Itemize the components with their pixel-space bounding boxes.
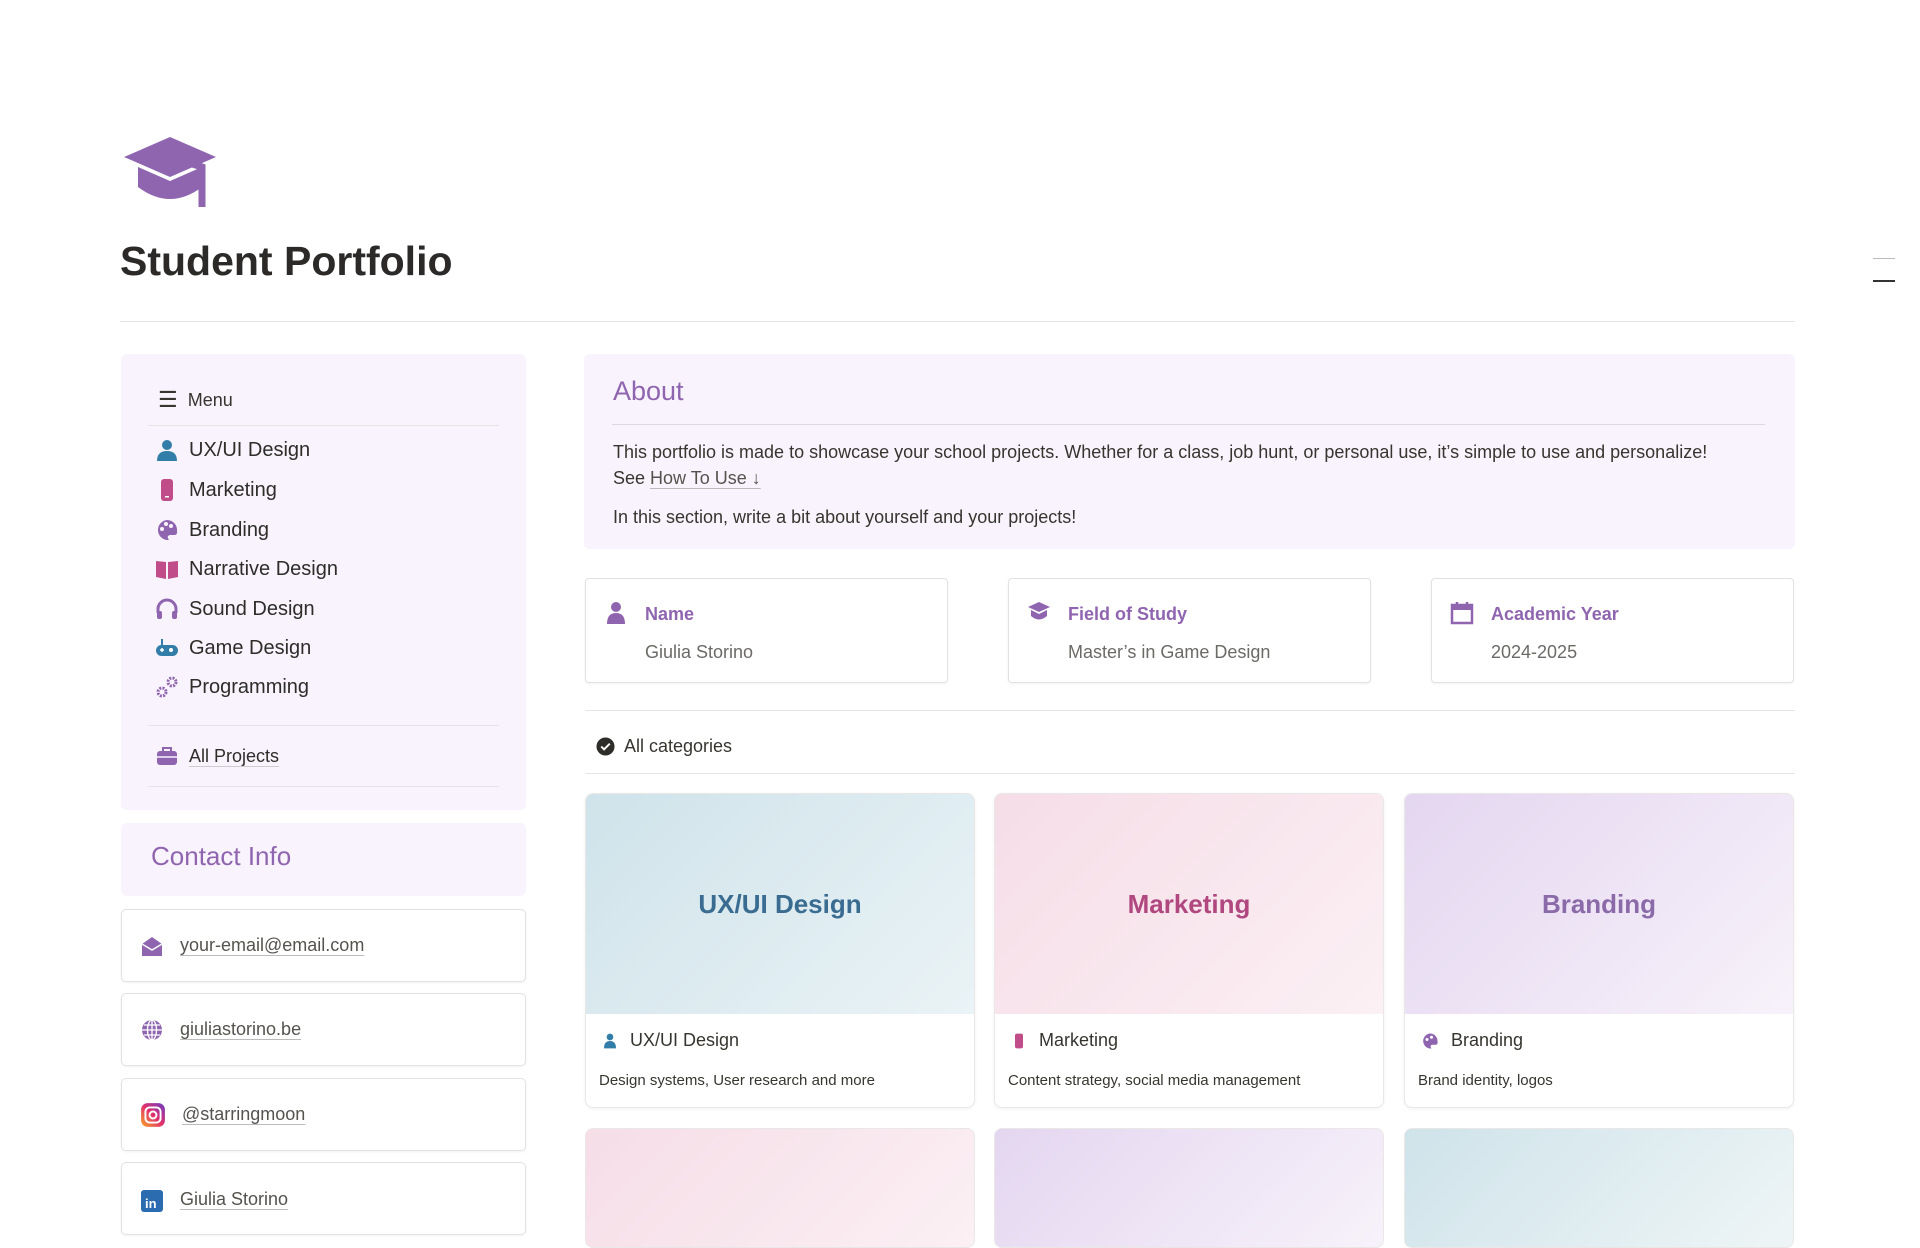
check-circle-icon [596,737,615,756]
view-tab-all-categories[interactable]: All categories [596,736,732,757]
contact-email[interactable]: your-email@email.com [121,909,526,982]
gallery-card-branding[interactable]: Branding Branding Brand identity, logos [1404,793,1794,1108]
info-card-name: Name Giulia Storino [585,578,948,683]
divider [585,773,1795,774]
svg-text:in: in [145,1196,157,1211]
globe-icon [142,1018,162,1041]
menu-header: ☰ Menu [158,387,233,412]
info-card-year: Academic Year 2024-2025 [1431,578,1794,683]
gallery-card-uxui[interactable]: UX/UI Design UX/UI Design Design systems, … [585,793,975,1108]
headphones-icon [156,598,178,619]
all-projects-link[interactable]: All Projects [155,744,279,768]
sidebar-item-narrative[interactable]: Narrative Design [155,557,338,581]
title-divider [120,321,1795,322]
phone-icon [161,479,173,501]
card-cover: Branding [1405,794,1793,1014]
sidebar-item-uxui[interactable]: UX/UI Design [155,438,310,462]
about-text: This portfolio is made to showcase your … [613,442,1708,488]
card-cover: Marketing [995,794,1383,1014]
person-icon [604,1033,616,1048]
about-heading: About [613,376,684,406]
gamepad-icon [156,639,178,656]
divider [148,425,499,426]
sidebar-item-programming[interactable]: Programming [155,675,309,699]
sidebar-item-sound[interactable]: Sound Design [155,597,315,621]
gallery-card-marketing[interactable]: Marketing Marketing Content strategy, soci… [994,793,1384,1108]
about-prompt: In this section, write a bit about yours… [613,507,1077,527]
divider [585,710,1795,711]
sidebar-item-game[interactable]: Game Design [155,636,311,660]
instagram-icon [141,1102,165,1127]
briefcase-icon [157,747,177,765]
gallery-card[interactable] [585,1128,975,1248]
contact-website[interactable]: giuliastorino.be [121,993,526,1066]
contact-instagram[interactable]: @starringmoon [121,1078,526,1151]
outline-toggle[interactable] [1873,258,1895,282]
graduation-cap-icon [124,137,216,207]
card-cover: UX/UI Design [586,794,974,1014]
contact-info-heading: Contact Info [121,823,526,896]
graduation-cap-icon [1028,602,1050,620]
calendar-icon [1450,602,1474,625]
sidebar-item-branding[interactable]: Branding [155,518,269,542]
divider [612,424,1765,425]
menu-panel: ☰ Menu UX/UI Design Marketing Branding Na… [121,354,526,810]
info-card-field: Field of Study Master’s in Game Design [1008,578,1371,683]
gears-icon [156,676,178,698]
palette-icon [1423,1032,1438,1049]
sidebar-item-marketing[interactable]: Marketing [155,478,277,502]
how-to-use-link[interactable]: How To Use ↓ [650,468,761,488]
linkedin-icon: in [141,1190,163,1212]
gallery-card[interactable] [1404,1128,1794,1248]
divider [148,725,499,726]
person-icon [607,602,625,624]
divider [148,786,499,787]
gallery-card[interactable] [994,1128,1384,1248]
palette-icon [157,519,178,541]
page-title: Student Portfolio [120,238,453,284]
about-panel: About This portfolio is made to showcase… [584,354,1795,549]
person-icon [157,440,177,461]
phone-icon [1015,1033,1023,1048]
book-icon [156,561,178,579]
menu-icon: ☰ [158,387,178,412]
envelope-open-icon [141,936,163,956]
